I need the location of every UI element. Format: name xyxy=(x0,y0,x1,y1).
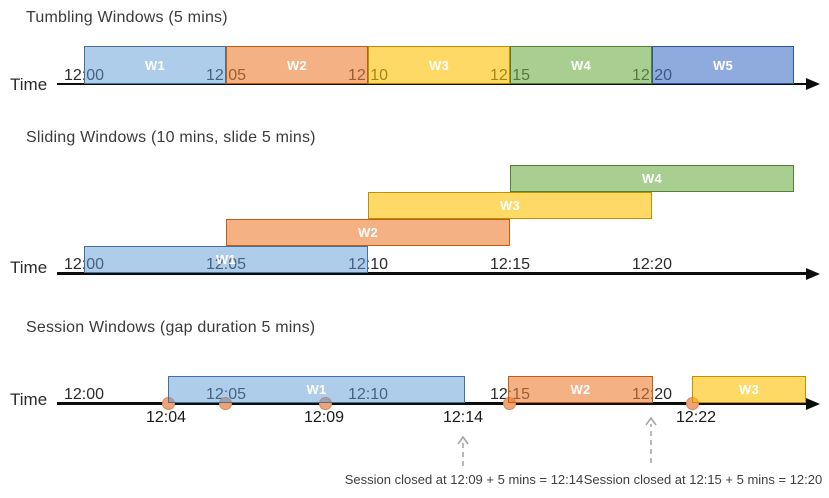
window-label: W3 xyxy=(738,382,760,397)
sliding-window-w3: W3 xyxy=(368,192,652,219)
tumbling-windows-title: Tumbling Windows (5 mins) xyxy=(26,9,228,26)
tumbling-window-w5: W5 xyxy=(652,46,794,84)
session-window-w1: W1 xyxy=(168,376,465,403)
tick-label: 12:00 xyxy=(63,386,105,403)
session-closed-annotation: Session closed at 12:09 + 5 mins = 12:14 xyxy=(344,472,584,487)
tick-label: 12:20 xyxy=(631,256,673,273)
timeline-arrowhead-icon xyxy=(806,78,820,90)
event-time-label: 12:09 xyxy=(303,409,345,426)
session-close-arrow-icon xyxy=(645,416,657,463)
timeline xyxy=(57,83,808,85)
timeline-arrowhead-icon xyxy=(806,268,820,280)
window-label: W2 xyxy=(570,382,591,397)
tumbling-window-w1: W1 xyxy=(84,46,226,84)
session-close-arrow-icon xyxy=(457,435,469,466)
event-time-label: 12:04 xyxy=(145,409,187,426)
window-label: W4 xyxy=(570,57,592,73)
tumbling-window-w2: W2 xyxy=(226,46,368,84)
window-label: W3 xyxy=(428,57,450,73)
window-label: W1 xyxy=(144,57,166,73)
window-label: W4 xyxy=(641,171,663,186)
sliding-window-w1: W1 xyxy=(84,246,368,273)
window-label: W3 xyxy=(499,198,521,213)
sliding-window-w2: W2 xyxy=(226,219,510,246)
window-label: W1 xyxy=(215,252,237,267)
sliding-windows-title: Sliding Windows (10 mins, slide 5 mins) xyxy=(26,129,316,146)
time-axis-label: Time xyxy=(10,75,48,94)
window-label: W5 xyxy=(712,57,734,73)
tumbling-window-w4: W4 xyxy=(510,46,652,84)
window-label: W2 xyxy=(357,225,379,240)
event-time-label: 12:14 xyxy=(442,409,484,426)
tick-label: 12:15 xyxy=(489,256,531,273)
window-label: W2 xyxy=(286,57,308,73)
time-axis-label: Time xyxy=(10,390,48,409)
session-window-w2: W2 xyxy=(508,376,653,403)
tumbling-window-w3: W3 xyxy=(368,46,510,84)
timeline-arrowhead-icon xyxy=(806,398,820,410)
timeline xyxy=(57,402,808,405)
window-label: W1 xyxy=(306,382,327,397)
timeline xyxy=(57,272,808,275)
time-axis-label: Time xyxy=(10,258,48,277)
session-windows-title: Session Windows (gap duration 5 mins) xyxy=(26,319,316,336)
session-window-w3: W3 xyxy=(692,376,806,403)
sliding-window-w4: W4 xyxy=(510,165,794,192)
event-time-label: 12:22 xyxy=(675,409,717,426)
session-closed-annotation: Session closed at 12:15 + 5 mins = 12:20 xyxy=(583,472,823,487)
